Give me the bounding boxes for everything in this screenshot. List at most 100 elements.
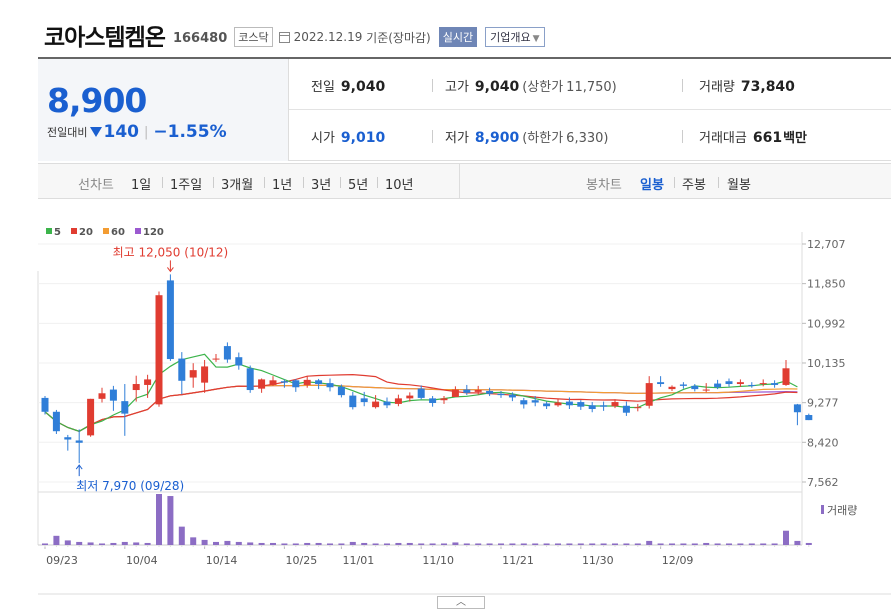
- tab-3y[interactable]: 3년: [311, 178, 332, 193]
- volume-bar: [566, 543, 573, 545]
- current-price-cell: 8,900 전일대비 140 | −1.55%: [38, 59, 289, 161]
- company-overview-button[interactable]: 기업개요 ▼: [485, 27, 545, 47]
- volume-bar: [64, 540, 71, 545]
- ma-legend-swatch: [46, 228, 52, 234]
- volume-bar: [144, 542, 151, 545]
- tab-1d[interactable]: 1일: [131, 178, 152, 193]
- candle-body: [759, 383, 767, 385]
- candle-body: [486, 390, 494, 394]
- candle-chart-label: 봉차트: [586, 178, 622, 193]
- volume-bar: [600, 543, 607, 545]
- change-amount: 140: [103, 122, 139, 142]
- stock-name: 코아스템켐온: [44, 25, 166, 51]
- quote-panel: 8,900 전일대비 140 | −1.55% 전일 9,040 고가 9,04…: [38, 57, 891, 161]
- candle-body: [292, 380, 300, 388]
- x-tick-label: 10/25: [286, 554, 318, 567]
- candle-body: [429, 398, 437, 403]
- volume-bar: [669, 543, 675, 545]
- x-tick-label: 11/30: [582, 554, 614, 567]
- volume-bar: [657, 543, 664, 545]
- low-arrow-head-icon: [75, 464, 83, 470]
- candle-body: [531, 400, 539, 403]
- candle-body: [679, 384, 687, 386]
- volume-bar: [213, 541, 219, 545]
- date-info: 2022.12.19 기준(장마감): [278, 29, 431, 46]
- volume-bar: [703, 542, 710, 545]
- y-tick-label: 11,850: [807, 278, 846, 291]
- candle-body: [588, 405, 596, 410]
- tab-1y[interactable]: 1년: [272, 178, 293, 193]
- tab-10y[interactable]: 10년: [385, 178, 414, 193]
- candle-body: [771, 383, 779, 385]
- candle-body: [246, 368, 254, 391]
- ma-legend-label: 20: [79, 227, 93, 238]
- tab-monthly-candle[interactable]: 월봉: [727, 178, 751, 193]
- volume-bar: [395, 542, 402, 545]
- x-tick-label: 12/09: [662, 554, 694, 567]
- volume-bar: [292, 543, 299, 545]
- tab-3m[interactable]: 3개월: [221, 178, 254, 193]
- candle-body: [622, 405, 630, 413]
- candle-body: [189, 370, 197, 378]
- volume-bar: [281, 543, 288, 545]
- candle-body: [736, 382, 744, 385]
- volume: 거래량 73,840: [699, 76, 795, 95]
- volume-bar: [726, 543, 732, 545]
- ma-legend-label: 120: [143, 227, 164, 238]
- tab-daily-candle[interactable]: 일봉: [640, 178, 664, 193]
- candle-body: [714, 383, 722, 388]
- volume-bar: [99, 543, 105, 545]
- y-tick-label: 12,707: [807, 238, 846, 251]
- volume-bar: [418, 543, 425, 545]
- candle-body: [258, 379, 266, 389]
- candle-body: [303, 379, 311, 385]
- upper-limit-label: (상한가: [522, 80, 564, 95]
- volume-bar: [304, 542, 311, 545]
- volume-label: 거래량: [699, 80, 735, 95]
- open: 시가 9,010: [311, 127, 385, 146]
- tab-5y[interactable]: 5년: [348, 178, 369, 193]
- chart-period-tabs: 선차트 1일 1주일 3개월 1년 3년 5년 10년 봉차트 일봉 주봉 월봉: [38, 163, 891, 199]
- volume-bar: [509, 543, 516, 545]
- volume-bar: [167, 496, 174, 545]
- volume-bar: [498, 543, 504, 545]
- volume-bar: [361, 542, 368, 545]
- tab-separator: [718, 177, 719, 188]
- chevron-up-icon: ︿: [456, 597, 466, 608]
- low: 저가 8,900 (하한가 6,330): [445, 127, 608, 146]
- tab-separator: [674, 177, 675, 188]
- volume-bar: [156, 494, 162, 545]
- volume-legend-label: 거래량: [827, 504, 857, 517]
- tab-separator: [340, 177, 341, 188]
- line-chart-label: 선차트: [78, 178, 114, 193]
- volume-bar: [737, 543, 744, 545]
- candle-body: [451, 389, 459, 397]
- x-tick-label: 10/04: [126, 554, 158, 567]
- tab-separator: [377, 177, 378, 188]
- volume-bar: [646, 540, 653, 545]
- expand-chart-button[interactable]: ︿: [437, 596, 485, 609]
- volume-bar: [532, 543, 539, 545]
- volume-bar: [406, 542, 413, 545]
- x-tick-label: 10/14: [206, 554, 238, 567]
- tab-1w[interactable]: 1주일: [170, 178, 203, 193]
- market-badge: 코스닥: [234, 27, 273, 47]
- candle-body: [577, 402, 585, 407]
- tab-group-divider: [459, 164, 460, 198]
- candle-body: [417, 388, 425, 398]
- volume-bar: [794, 540, 801, 545]
- volume-legend-swatch: [821, 505, 824, 514]
- realtime-button[interactable]: 실시간: [438, 27, 478, 47]
- volume-bar: [327, 543, 333, 545]
- ma-legend-label: 5: [54, 227, 61, 238]
- tab-weekly-candle[interactable]: 주봉: [682, 178, 706, 193]
- volume-bar: [520, 543, 527, 545]
- candle-body: [315, 380, 323, 385]
- low-value: 8,900: [474, 130, 520, 146]
- ma5-line: [44, 353, 798, 432]
- lower-limit-value: 6,330): [566, 131, 609, 146]
- candle-body: [41, 397, 49, 412]
- candle-body: [440, 398, 448, 401]
- candle-body: [212, 358, 220, 360]
- volume-bar: [691, 543, 698, 545]
